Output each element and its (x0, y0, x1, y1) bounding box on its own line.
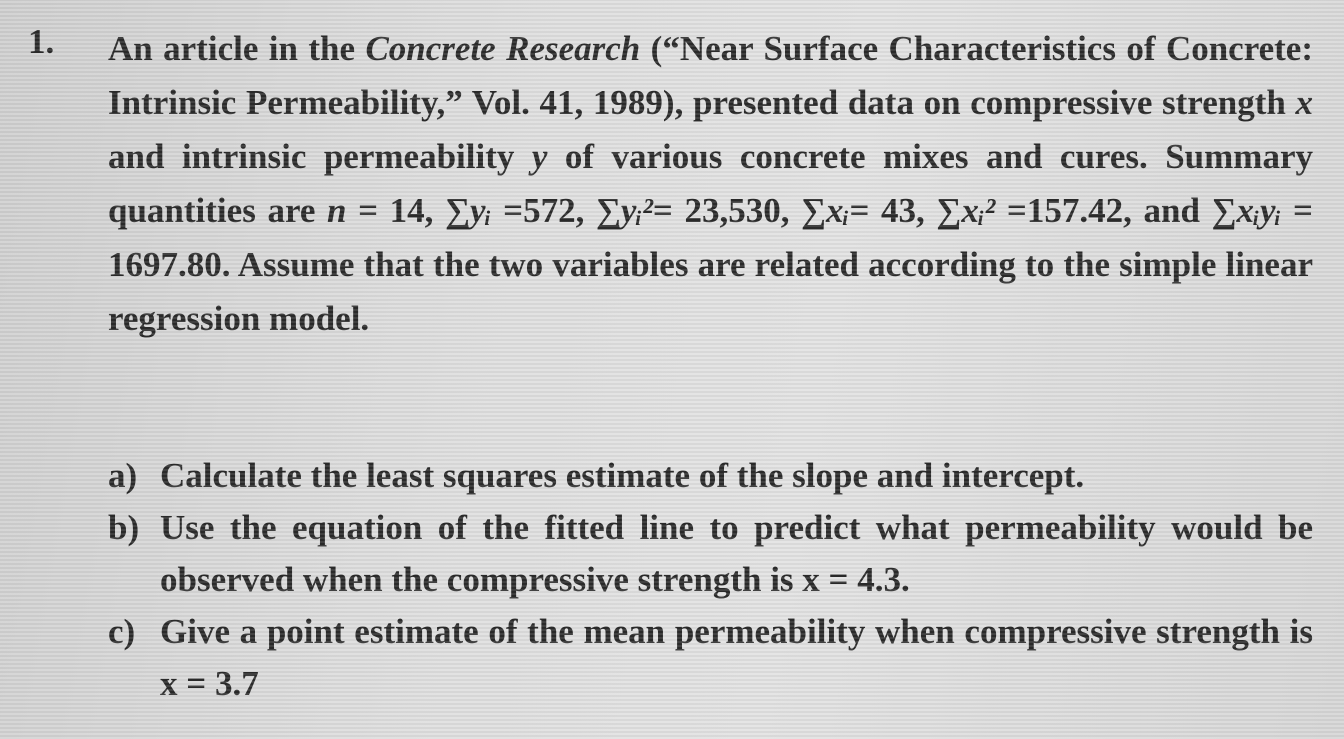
text: = 43, (849, 191, 937, 230)
part-text: Use the equation of the fitted line to p… (160, 508, 1313, 599)
part-text: Calculate the least squares estimate of … (160, 456, 1085, 495)
part-label: a) (108, 456, 138, 495)
math: ∑xᵢyᵢ (1211, 191, 1282, 230)
text: of various concrete mixes and cures. Sum… (108, 137, 1313, 230)
part-label: b) (108, 508, 140, 547)
problem-intro: An article in the Concrete Research (“Ne… (108, 22, 1313, 346)
problem-number: 1. (28, 22, 55, 61)
text: = 1697.80. Assume that the two variables… (108, 191, 1313, 338)
math: ∑xᵢ² (936, 191, 996, 230)
variable: y (531, 137, 548, 176)
part: b) Use the equation of the fitted line to… (108, 502, 1313, 606)
math: ∑xᵢ (801, 191, 850, 230)
math: ∑yᵢ (445, 191, 492, 230)
text: An article in the (108, 29, 366, 68)
math: ∑yᵢ² (595, 191, 653, 230)
text: = 14, (346, 191, 446, 230)
parts: a) Calculate the least squares estimate o… (108, 450, 1313, 710)
variable: n (327, 191, 347, 230)
text: =572, (491, 191, 596, 230)
text: and intrinsic permeability (108, 137, 532, 176)
journal-title: Concrete Research (365, 29, 641, 68)
part: c) Give a point estimate of the mean perm… (108, 606, 1313, 710)
part: a) Calculate the least squares estimate o… (108, 450, 1313, 502)
variable: x (1295, 83, 1314, 122)
part-label: c) (108, 612, 136, 651)
part-text: Give a point estimate of the mean permea… (160, 612, 1313, 703)
text: (“Near Surface Characteristics of Concre… (108, 29, 1313, 122)
text: =157.42, and (995, 191, 1212, 230)
text: = 23,530, (652, 191, 802, 230)
